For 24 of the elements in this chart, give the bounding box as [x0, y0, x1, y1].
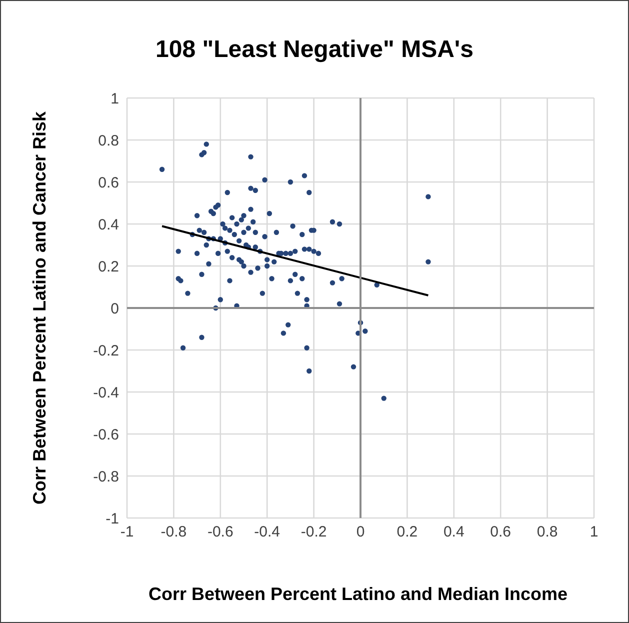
y-tick-label: 0: [110, 300, 119, 318]
x-tick-label: 0.4: [443, 524, 464, 541]
x-tick-label: 0: [356, 524, 365, 541]
y-tick-label: 0.6: [98, 174, 119, 192]
x-tick-label: -0.2: [300, 524, 327, 541]
y-tick-label: -1: [106, 510, 119, 528]
x-tick-label: 0.2: [396, 524, 418, 541]
y-tick-label: -0.2: [93, 342, 119, 360]
y-axis-title: Corr Between Percent Latino and Cancer Risk: [30, 111, 50, 505]
x-tick-label: 0.8: [536, 524, 558, 541]
x-tick-label: -0.6: [207, 524, 234, 541]
y-tick-label: -0.6: [93, 426, 119, 444]
chart-title: 108 "Least Negative" MSA's: [154, 36, 474, 64]
x-tick-label: 0.6: [490, 524, 512, 541]
x-tick-label: -0.8: [160, 524, 187, 541]
y-tick-label: 0.8: [98, 132, 119, 150]
y-tick-label: 0.2: [98, 258, 119, 276]
x-tick-label: -0.4: [254, 524, 280, 541]
y-tick-label: -0.8: [93, 468, 119, 486]
x-tick-label: 1: [590, 524, 598, 541]
y-tick-label: 1: [110, 90, 119, 108]
y-tick-label: -0.4: [93, 384, 119, 402]
x-axis-title: Corr Between Percent Latino and Median Income: [147, 584, 569, 605]
y-tick-label: 0.4: [98, 216, 119, 234]
